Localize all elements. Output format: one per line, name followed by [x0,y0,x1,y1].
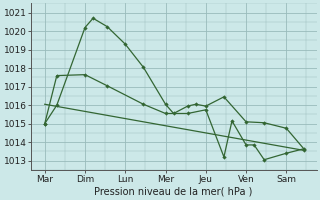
X-axis label: Pression niveau de la mer( hPa ): Pression niveau de la mer( hPa ) [94,187,253,197]
